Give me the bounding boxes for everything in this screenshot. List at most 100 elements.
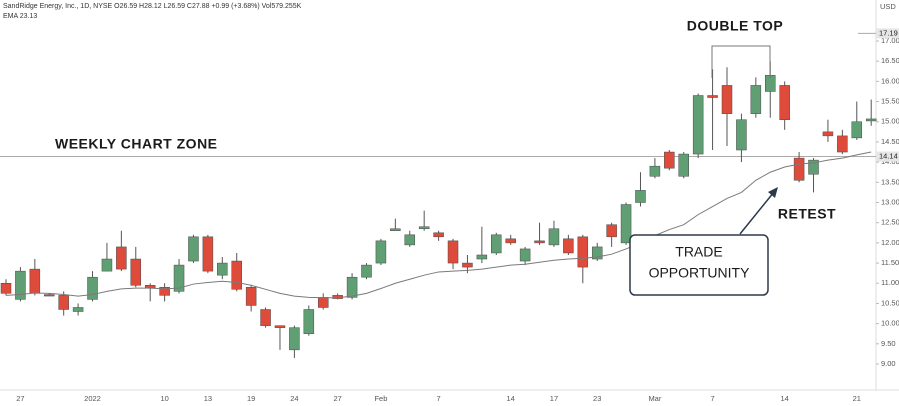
candle-body — [289, 327, 300, 351]
candle-body — [750, 85, 762, 114]
candle-body — [274, 325, 286, 328]
candle-body — [404, 234, 416, 246]
double-top-bracket — [711, 45, 771, 78]
y-tick-label: 17.00 — [881, 36, 899, 45]
candle-body — [721, 85, 733, 114]
x-tick-label: 21 — [853, 394, 861, 403]
x-tick-label: 14 — [507, 394, 515, 403]
price-label-box — [876, 151, 899, 162]
price-label-box — [876, 28, 899, 39]
candle-body — [707, 95, 718, 98]
candle-body — [620, 204, 632, 244]
y-tick-label: 12.50 — [881, 218, 899, 227]
trade-label: TRADE — [675, 244, 722, 260]
candle-body — [418, 226, 430, 229]
y-tick-label: 14.00 — [881, 157, 899, 166]
candle-body — [851, 121, 863, 139]
currency: USD — [880, 2, 896, 11]
arrow — [739, 191, 775, 235]
x-tick-label: Feb — [374, 394, 387, 403]
price-label: 17.19 — [879, 28, 898, 37]
candle-body — [231, 260, 242, 290]
candle-body — [793, 157, 805, 181]
y-tick-label: 9.00 — [881, 359, 896, 368]
ema-line — [5, 151, 872, 299]
candle-body — [217, 262, 228, 276]
price-label: 14.14 — [879, 151, 898, 160]
candle-body — [346, 276, 358, 298]
candle-body — [87, 276, 98, 300]
candle-body — [72, 307, 84, 312]
x-tick-label: 10 — [160, 394, 168, 403]
retest-label: RETEST — [778, 206, 836, 222]
candle-body — [664, 151, 675, 169]
y-tick-label: 10.50 — [881, 298, 899, 307]
y-tick-label: 16.00 — [881, 76, 899, 85]
candle-body — [822, 131, 834, 137]
zone-label: WEEKLY CHART ZONE — [55, 136, 218, 152]
x-tick-label: 27 — [16, 394, 24, 403]
y-tick-label: 13.00 — [881, 197, 899, 206]
candle-body — [606, 224, 617, 238]
x-tick-label: 24 — [290, 394, 298, 403]
candle-body — [577, 236, 589, 268]
candle-body — [44, 294, 55, 297]
candle-body — [678, 153, 689, 177]
x-tick-label: 27 — [333, 394, 341, 403]
candle-body — [447, 240, 459, 264]
candle-body — [649, 165, 661, 177]
candle-body — [361, 264, 372, 278]
candle-body — [736, 119, 747, 151]
x-tick-label: 7 — [437, 394, 441, 403]
candle-body — [779, 85, 790, 120]
trade-label: OPPORTUNITY — [649, 265, 751, 281]
x-tick-label: 19 — [247, 394, 255, 403]
y-tick-label: 10.00 — [881, 319, 899, 328]
header: SandRidge Energy, Inc., 1D, NYSE O26.59 … — [3, 3, 302, 10]
candle-body — [534, 240, 545, 244]
candle-body — [101, 258, 113, 272]
y-tick-label: 16.50 — [881, 56, 899, 65]
candle-body — [519, 248, 531, 262]
y-tick-label: 11.00 — [881, 278, 899, 287]
trade-box — [629, 234, 769, 296]
candle-body — [563, 238, 574, 254]
x-tick-label: 14 — [781, 394, 789, 403]
candle-body — [130, 258, 142, 286]
double-top-label: DOUBLE TOP — [687, 18, 784, 34]
y-tick-label: 12.00 — [881, 238, 899, 247]
ema-legend: EMA 23.13 — [3, 13, 37, 20]
x-tick-label: 13 — [204, 394, 212, 403]
candle-body — [591, 246, 603, 260]
y-tick-label: 15.50 — [881, 97, 899, 106]
candle-body — [865, 118, 877, 122]
y-tick-label: 13.50 — [881, 177, 899, 186]
candle-body — [188, 236, 199, 262]
x-tick-label: 7 — [710, 394, 714, 403]
y-tick-label: 9.50 — [881, 339, 896, 348]
x-tick-label: Mar — [648, 394, 661, 403]
arrow-head — [768, 187, 778, 198]
y-tick-label: 14.50 — [881, 137, 899, 146]
candle-body — [375, 240, 387, 264]
candle-body — [433, 232, 444, 238]
candle-body — [202, 236, 214, 272]
candle-body — [159, 287, 170, 296]
candle-body — [692, 95, 704, 155]
candle-body — [808, 159, 819, 175]
x-tick-label: 2022 — [84, 394, 101, 403]
candle-body — [116, 246, 127, 270]
y-tick-label: 11.50 — [881, 258, 899, 267]
candle-body — [173, 264, 185, 292]
candle-body — [245, 287, 257, 306]
candle-body — [390, 228, 401, 232]
candle-body — [303, 309, 315, 334]
candle-body — [58, 295, 69, 310]
candle-body — [505, 238, 516, 244]
x-tick-label: 23 — [593, 394, 601, 403]
x-tick-label: 17 — [550, 394, 558, 403]
candle-body — [29, 268, 41, 294]
candle-body — [491, 234, 502, 254]
